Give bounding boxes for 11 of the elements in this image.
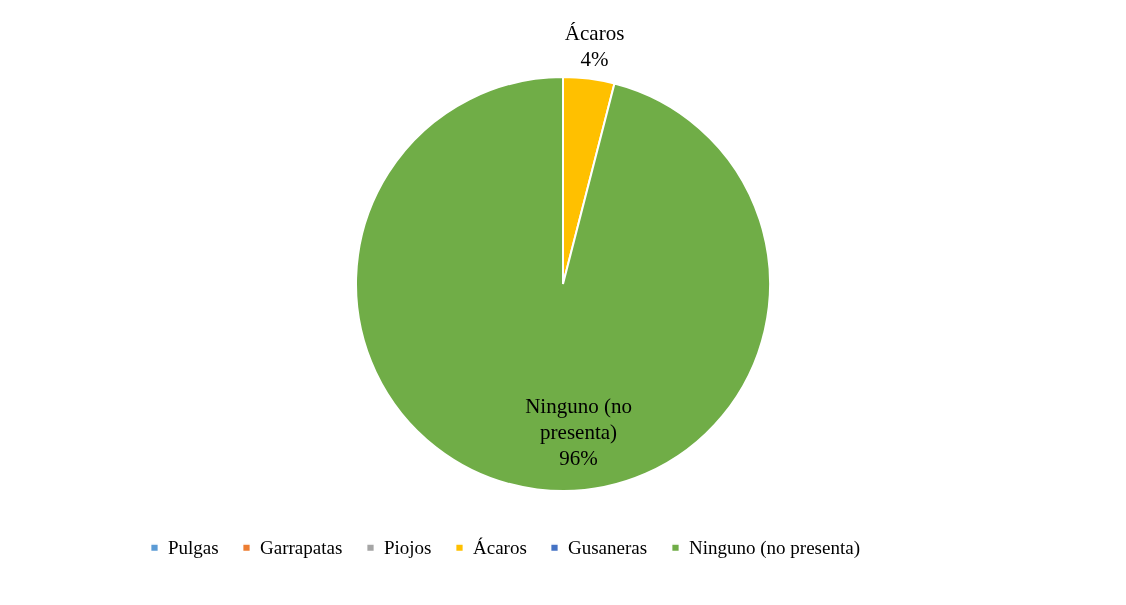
legend-label: Pulgas xyxy=(168,536,219,558)
legend-label: Gusaneras xyxy=(568,536,648,558)
legend-label: Piojos xyxy=(384,536,432,558)
data-label: 4% xyxy=(580,46,609,71)
legend-label: Garrapatas xyxy=(260,536,343,558)
data-label: 96% xyxy=(559,446,598,471)
legend-label: Ninguno (no presenta) xyxy=(689,536,860,559)
slice-label: Ácaros xyxy=(564,20,625,45)
pie-slice xyxy=(355,76,771,492)
slice-label: Ninguno (no presenta) xyxy=(525,394,632,445)
legend-label: Ácaros xyxy=(473,536,527,558)
